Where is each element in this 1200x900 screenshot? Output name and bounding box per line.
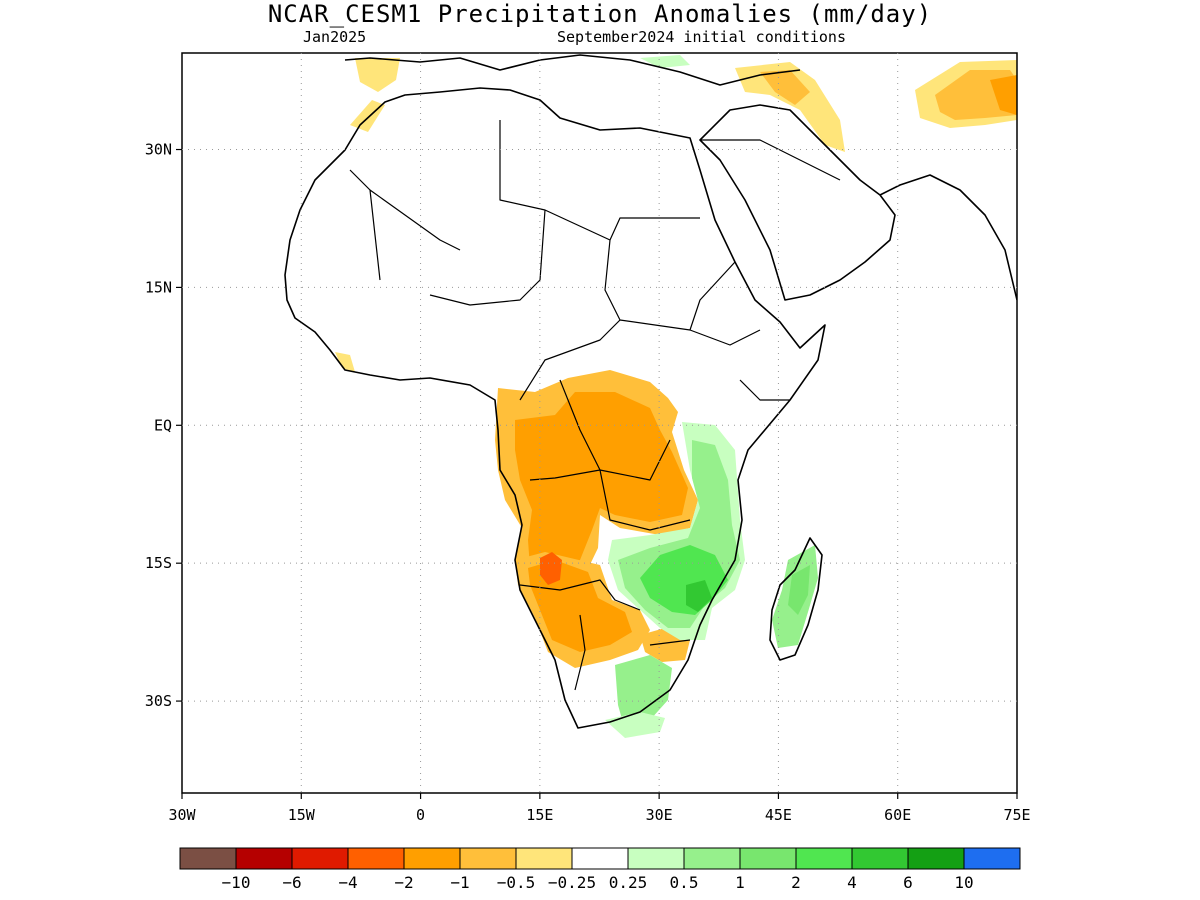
anomaly-angola-strong <box>540 552 562 585</box>
arabia-coastline <box>699 104 896 301</box>
lat-tick-label: 15S <box>145 554 172 572</box>
colorbar-label: 0.5 <box>670 873 699 892</box>
colorbar-label: 2 <box>791 873 801 892</box>
map-frame <box>181 52 1018 794</box>
anomaly-morocco <box>355 58 400 92</box>
lat-tick-label: 30S <box>145 692 172 710</box>
colorbar-swatch <box>907 847 965 870</box>
lon-tick-label: 30W <box>168 806 196 824</box>
colorbar-swatch <box>571 847 629 870</box>
colorbar-swatch <box>515 847 573 870</box>
lon-tick-label: 0 <box>416 806 425 824</box>
coastlines <box>284 54 1017 729</box>
anomaly-southwest-africa-medium <box>528 560 632 652</box>
colorbar-swatch <box>739 847 797 870</box>
anomaly-shading <box>335 55 1017 738</box>
lon-tick-label: 60E <box>884 806 911 824</box>
map-title: NCAR_CESM1 Precipitation Anomalies (mm/d… <box>267 0 933 28</box>
colorbar-swatch <box>347 847 405 870</box>
map-ticks: 30W 15W 0 15E 30E 45E 60E 75E 30N 15N EQ 15S 30S <box>145 141 1031 824</box>
mediterranean-north-coast <box>344 54 801 86</box>
anomaly-morocco-coast <box>350 100 385 132</box>
colorbar-label: 4 <box>847 873 857 892</box>
asia-coast <box>879 174 1017 301</box>
anomaly-west-africa-coast <box>335 352 355 372</box>
colorbar-label: 6 <box>903 873 913 892</box>
lat-tick-label: 15N <box>145 278 172 296</box>
anomaly-pakistan-strong <box>990 75 1017 115</box>
colorbar-swatch <box>235 847 293 870</box>
colorbar-swatch <box>683 847 741 870</box>
colorbar-swatch <box>291 847 349 870</box>
lon-tick-label: 15E <box>526 806 553 824</box>
colorbar: −10 −6 −4 −2 −1 −0.5 −0.25 0.25 0.5 1 2 4 6 10 <box>179 847 1021 892</box>
initial-conditions: September2024 initial conditions <box>557 28 846 46</box>
country-borders <box>349 120 841 691</box>
colorbar-label: −0.5 <box>497 873 536 892</box>
anomaly-middle-east <box>735 62 845 152</box>
anomaly-south-africa-wet <box>615 655 672 730</box>
anomaly-mozambique-very-wet <box>686 580 712 612</box>
colorbar-label: −10 <box>222 873 251 892</box>
anomaly-med-wet <box>640 55 690 68</box>
colorbar-swatch <box>179 847 237 870</box>
colorbar-swatch <box>459 847 517 870</box>
colorbar-label: 10 <box>954 873 973 892</box>
colorbar-label: 1 <box>735 873 745 892</box>
colorbar-swatch <box>851 847 909 870</box>
colorbar-label: −4 <box>338 873 357 892</box>
colorbar-label: −2 <box>394 873 413 892</box>
lon-tick-label: 45E <box>765 806 792 824</box>
colorbar-label: −6 <box>282 873 301 892</box>
lat-tick-label: 30N <box>145 141 172 159</box>
valid-month: Jan2025 <box>303 28 367 46</box>
anomaly-central-africa-medium <box>515 392 688 575</box>
lon-tick-label: 15W <box>288 806 316 824</box>
lon-tick-label: 75E <box>1003 806 1030 824</box>
anomaly-south-africa-wet-light <box>605 712 665 738</box>
colorbar-swatch <box>963 847 1021 870</box>
anomaly-madagascar-wet-strong <box>788 565 810 615</box>
colorbar-swatch <box>403 847 461 870</box>
colorbar-label: −1 <box>450 873 469 892</box>
colorbar-swatch <box>795 847 853 870</box>
colorbar-swatch <box>627 847 685 870</box>
lon-tick-label: 30E <box>646 806 673 824</box>
colorbar-label: 0.25 <box>609 873 648 892</box>
madagascar-coastline <box>769 537 823 661</box>
lat-tick-label: EQ <box>154 416 172 434</box>
anomaly-middle-east-medium <box>760 70 810 105</box>
colorbar-label: −0.25 <box>548 873 596 892</box>
africa-coastline <box>284 87 826 729</box>
